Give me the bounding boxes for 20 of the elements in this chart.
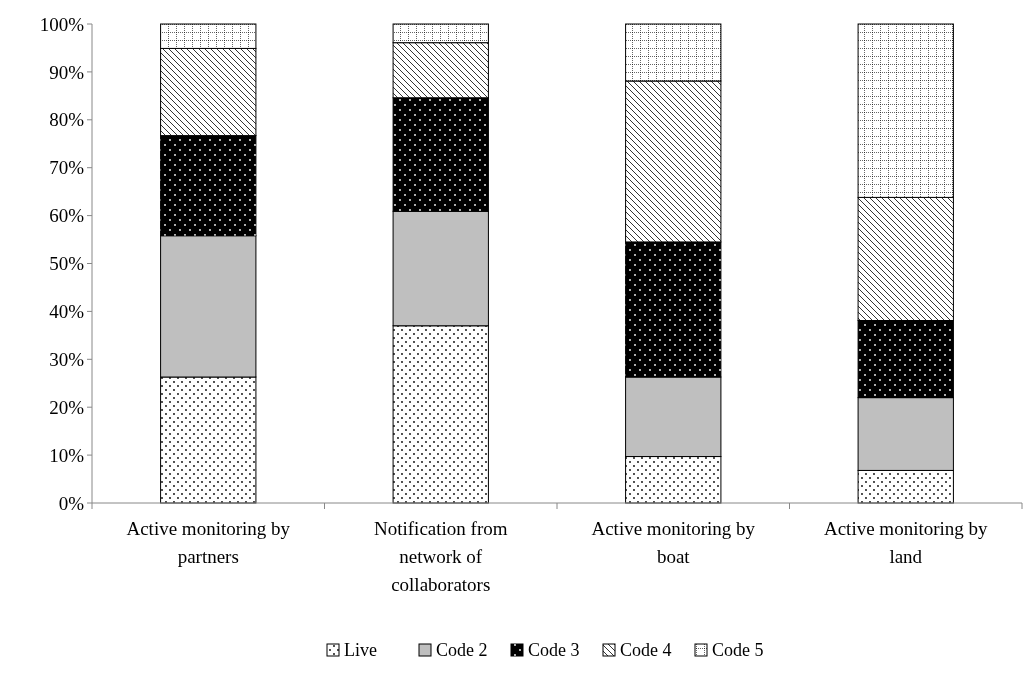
x-tick-label: Active monitoring by land bbox=[823, 518, 989, 567]
y-tick-label: 0% bbox=[58, 492, 85, 514]
x-tick-label: Notification from network of collaborators bbox=[374, 518, 508, 595]
y-tick-label: 10% bbox=[49, 444, 85, 466]
legend-label: Code 4 bbox=[620, 640, 672, 660]
y-tick-label: 60% bbox=[49, 205, 85, 227]
y-tick-label: 20% bbox=[49, 396, 85, 418]
x-tick-label: Active monitoring by partners bbox=[126, 518, 291, 567]
x-tick-label: Active monitoring by boat bbox=[591, 518, 756, 567]
legend-label: Code 5 bbox=[712, 640, 764, 660]
legend-label: Code 3 bbox=[528, 640, 580, 660]
y-tick-label: 100% bbox=[39, 13, 85, 35]
y-tick-label: 70% bbox=[49, 157, 85, 179]
y-tick-label: 40% bbox=[49, 301, 85, 323]
legend-label: Code 2 bbox=[436, 640, 488, 660]
y-tick-label: 50% bbox=[49, 253, 85, 275]
legend-label: Live bbox=[344, 640, 377, 660]
y-tick-label: 30% bbox=[49, 348, 85, 370]
y-tick-label: 90% bbox=[49, 61, 85, 83]
y-tick-label: 80% bbox=[49, 109, 85, 131]
